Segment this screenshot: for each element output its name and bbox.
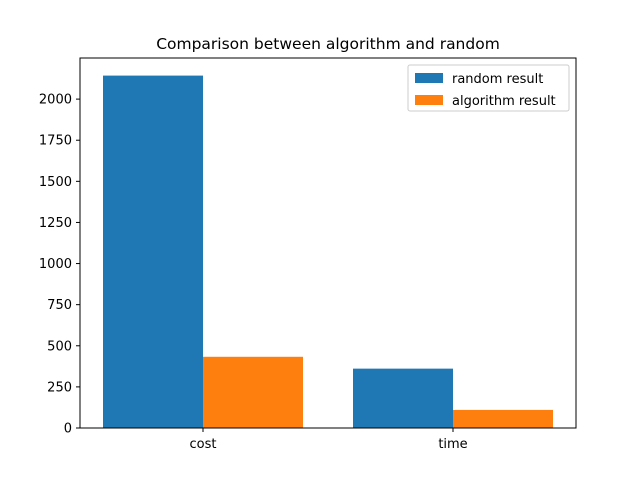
y-tick-label: 250 (47, 380, 72, 395)
y-tick-label: 500 (47, 339, 72, 354)
bars-group (103, 75, 553, 429)
y-tick-label: 750 (47, 298, 72, 313)
bar-algorithm-result-cost (203, 356, 303, 428)
legend-swatch-random-result (415, 73, 443, 83)
legend-label-random-result: random result (452, 72, 543, 87)
bar-algorithm-result-time (453, 409, 553, 428)
y-tick-label: 0 (64, 422, 72, 437)
legend-box (407, 64, 570, 112)
bar-random-result-time (353, 368, 453, 428)
legend-swatch-algorithm-result (415, 95, 443, 105)
legend-label-algorithm-result: algorithm result (452, 94, 556, 109)
x-tick-label: time (438, 437, 467, 452)
chart-title: Comparison between algorithm and random (156, 35, 500, 53)
plot-frame (79, 57, 577, 429)
x-tick-label: cost (190, 437, 217, 452)
y-tick-label: 1000 (39, 257, 72, 272)
y-tick-label: 2000 (39, 93, 72, 108)
x-axis: cost time (190, 428, 468, 452)
y-tick-label: 1500 (39, 175, 72, 190)
legend: random result algorithm result (407, 64, 570, 112)
y-tick-label: 1750 (39, 134, 72, 149)
y-axis: 0 250 500 750 1000 1250 1500 1750 2000 (39, 93, 80, 437)
y-tick-label: 1250 (39, 216, 72, 231)
bar-random-result-cost (103, 75, 203, 429)
